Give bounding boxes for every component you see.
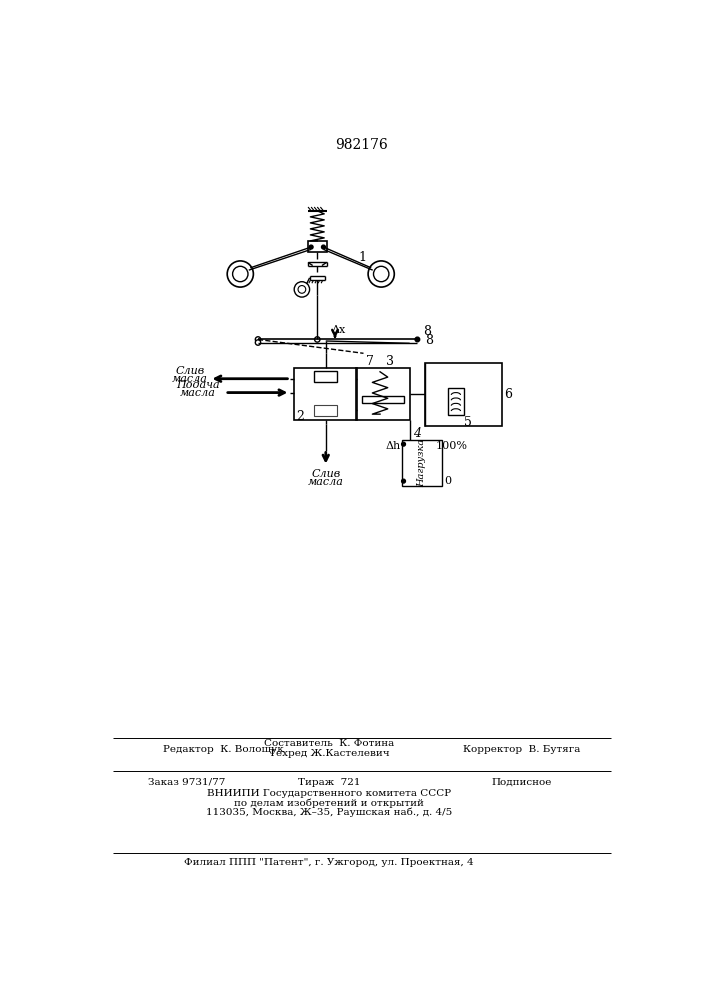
Circle shape [294, 282, 310, 297]
Bar [294, 368, 357, 420]
Circle shape [402, 442, 405, 446]
Circle shape [255, 337, 261, 342]
Circle shape [322, 245, 325, 249]
Text: 5: 5 [464, 416, 472, 429]
Bar [314, 405, 337, 416]
Circle shape [227, 261, 253, 287]
Text: масла: масла [173, 374, 208, 384]
Text: Корректор  В. Бутяга: Корректор В. Бутяга [462, 745, 580, 754]
Text: 2: 2 [296, 410, 304, 423]
Text: 113035, Москва, Ж–35, Раушская наб., д. 4/5: 113035, Москва, Ж–35, Раушская наб., д. … [206, 807, 452, 817]
Text: Δx: Δx [332, 325, 346, 335]
Text: 6: 6 [504, 388, 513, 401]
Bar [308, 241, 327, 252]
Bar [402, 440, 442, 486]
Text: масла: масла [308, 477, 344, 487]
Text: Филиал ППП "Патент", г. Ужгород, ул. Проектная, 4: Филиал ППП "Патент", г. Ужгород, ул. Про… [184, 858, 474, 867]
Text: 8: 8 [425, 334, 433, 347]
Text: по делам изобретений и открытий: по делам изобретений и открытий [234, 798, 423, 808]
Text: Заказ 9731/77: Заказ 9731/77 [148, 778, 226, 787]
Text: Подача: Подача [176, 380, 220, 390]
Text: Нагрузка: Нагрузка [418, 439, 426, 487]
Text: 7: 7 [366, 355, 373, 368]
Text: 982176: 982176 [336, 138, 388, 152]
Circle shape [373, 266, 389, 282]
Text: Редактор  К. Волощук: Редактор К. Волощук [163, 745, 284, 754]
Text: Подписное: Подписное [491, 778, 551, 787]
Circle shape [315, 337, 320, 342]
Circle shape [233, 266, 248, 282]
Text: 3: 3 [386, 355, 394, 368]
Text: Составитель  К. Фотина: Составитель К. Фотина [264, 739, 394, 748]
Text: 100%: 100% [436, 441, 467, 451]
Bar [314, 371, 337, 382]
Text: Слив: Слив [175, 366, 205, 376]
Text: Тираж  721: Тираж 721 [298, 778, 360, 787]
Text: 8: 8 [423, 325, 431, 338]
Circle shape [255, 340, 261, 345]
Circle shape [368, 261, 395, 287]
Text: Техред Ж.Кастелевич: Техред Ж.Кастелевич [269, 749, 389, 758]
Text: 4: 4 [414, 427, 421, 440]
Text: Δh: Δh [385, 441, 400, 451]
Text: 0: 0 [445, 476, 452, 486]
Circle shape [298, 286, 305, 293]
Bar [425, 363, 502, 426]
Bar [448, 388, 464, 415]
Bar [362, 396, 404, 403]
Bar [356, 368, 409, 420]
Circle shape [309, 245, 313, 249]
Text: масла: масла [180, 388, 216, 398]
Circle shape [415, 337, 420, 342]
Circle shape [402, 479, 405, 483]
Text: Слив: Слив [311, 469, 340, 479]
Text: 1: 1 [358, 251, 366, 264]
Text: ВНИИПИ Государственного комитета СССР: ВНИИПИ Государственного комитета СССР [206, 789, 451, 798]
